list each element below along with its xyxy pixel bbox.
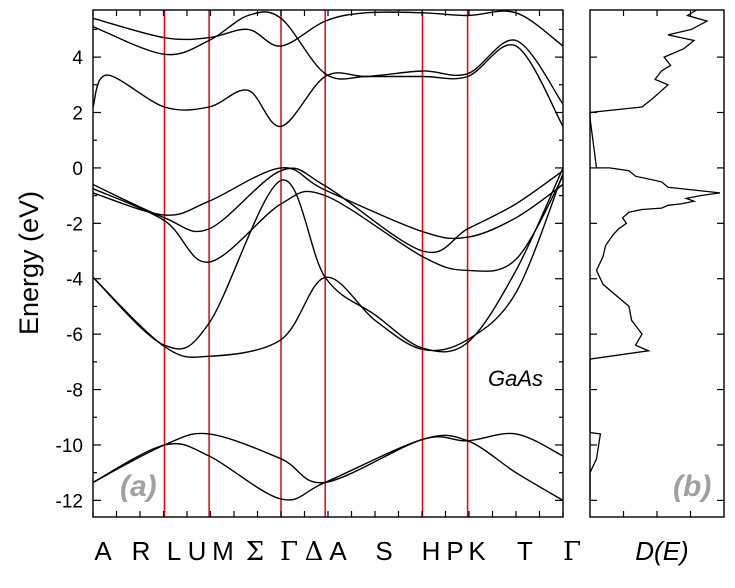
band-line — [92, 167, 564, 353]
kpoint-label: K — [468, 536, 486, 566]
kpoint-label: P — [446, 536, 463, 566]
kpoint-label: A — [329, 536, 347, 566]
band-lines — [92, 10, 564, 502]
kpath-labels: A R L U M Σ Γ Δ A S H P K T Γ — [94, 536, 581, 567]
panel-b-tag: (b) — [673, 470, 711, 503]
material-label: GaAs — [488, 366, 543, 391]
band-plot-frame — [92, 9, 564, 518]
kpoint-label: Σ — [246, 537, 264, 567]
dos-panel: (b) D(E) — [589, 9, 725, 566]
band-line — [92, 11, 564, 105]
y-tick-label: 2 — [72, 104, 83, 125]
y-tick-label: -8 — [66, 381, 83, 402]
band-structure-panel: 4 2 0 -2 -4 -6 -8 -10 -12 Energy (eV) (a) GaAs A… — [14, 9, 581, 567]
panel-a-tag: (a) — [120, 470, 157, 503]
y-axis-tick-labels: 4 2 0 -2 -4 -6 -8 -10 -12 — [56, 48, 84, 512]
kpoint-label: S — [375, 536, 392, 566]
y-tick-label: -4 — [66, 270, 83, 291]
y-tick-label: -10 — [56, 436, 83, 457]
kpoint-label: Δ — [305, 537, 324, 567]
kpoint-label: A — [94, 536, 112, 566]
band-line — [92, 44, 564, 128]
kpoint-label: Γ — [563, 537, 581, 567]
band-line — [92, 167, 564, 254]
kpoint-label: Γ — [280, 537, 298, 567]
dos-y-ticks — [590, 10, 724, 517]
y-tick-label: -2 — [66, 214, 83, 235]
y-tick-label: 4 — [72, 48, 83, 69]
band-line — [92, 10, 564, 47]
kpoint-label: H — [422, 536, 441, 566]
kpoint-label: L — [167, 536, 181, 566]
band-line — [92, 175, 564, 272]
band-line — [92, 173, 564, 358]
y-tick-label: -12 — [56, 491, 83, 512]
y-tick-label: -6 — [66, 325, 83, 346]
band-line — [92, 434, 564, 502]
y-axis-label: Energy (eV) — [14, 191, 44, 335]
y-tick-label: 0 — [72, 159, 83, 180]
kpoint-label: T — [517, 536, 533, 566]
dos-curve — [589, 9, 721, 501]
y-axis-ticks — [93, 28, 563, 501]
dos-axis-label: D(E) — [635, 536, 688, 566]
high-symmetry-lines — [163, 10, 469, 517]
kpoint-label: U — [188, 536, 207, 566]
x-axis-ticks — [92, 10, 564, 517]
dos-plot-frame — [589, 9, 725, 518]
dos-line — [589, 9, 721, 501]
band-line — [92, 167, 564, 240]
kpoint-label: M — [212, 536, 234, 566]
band-line — [92, 432, 564, 484]
kpoint-label: R — [132, 536, 151, 566]
